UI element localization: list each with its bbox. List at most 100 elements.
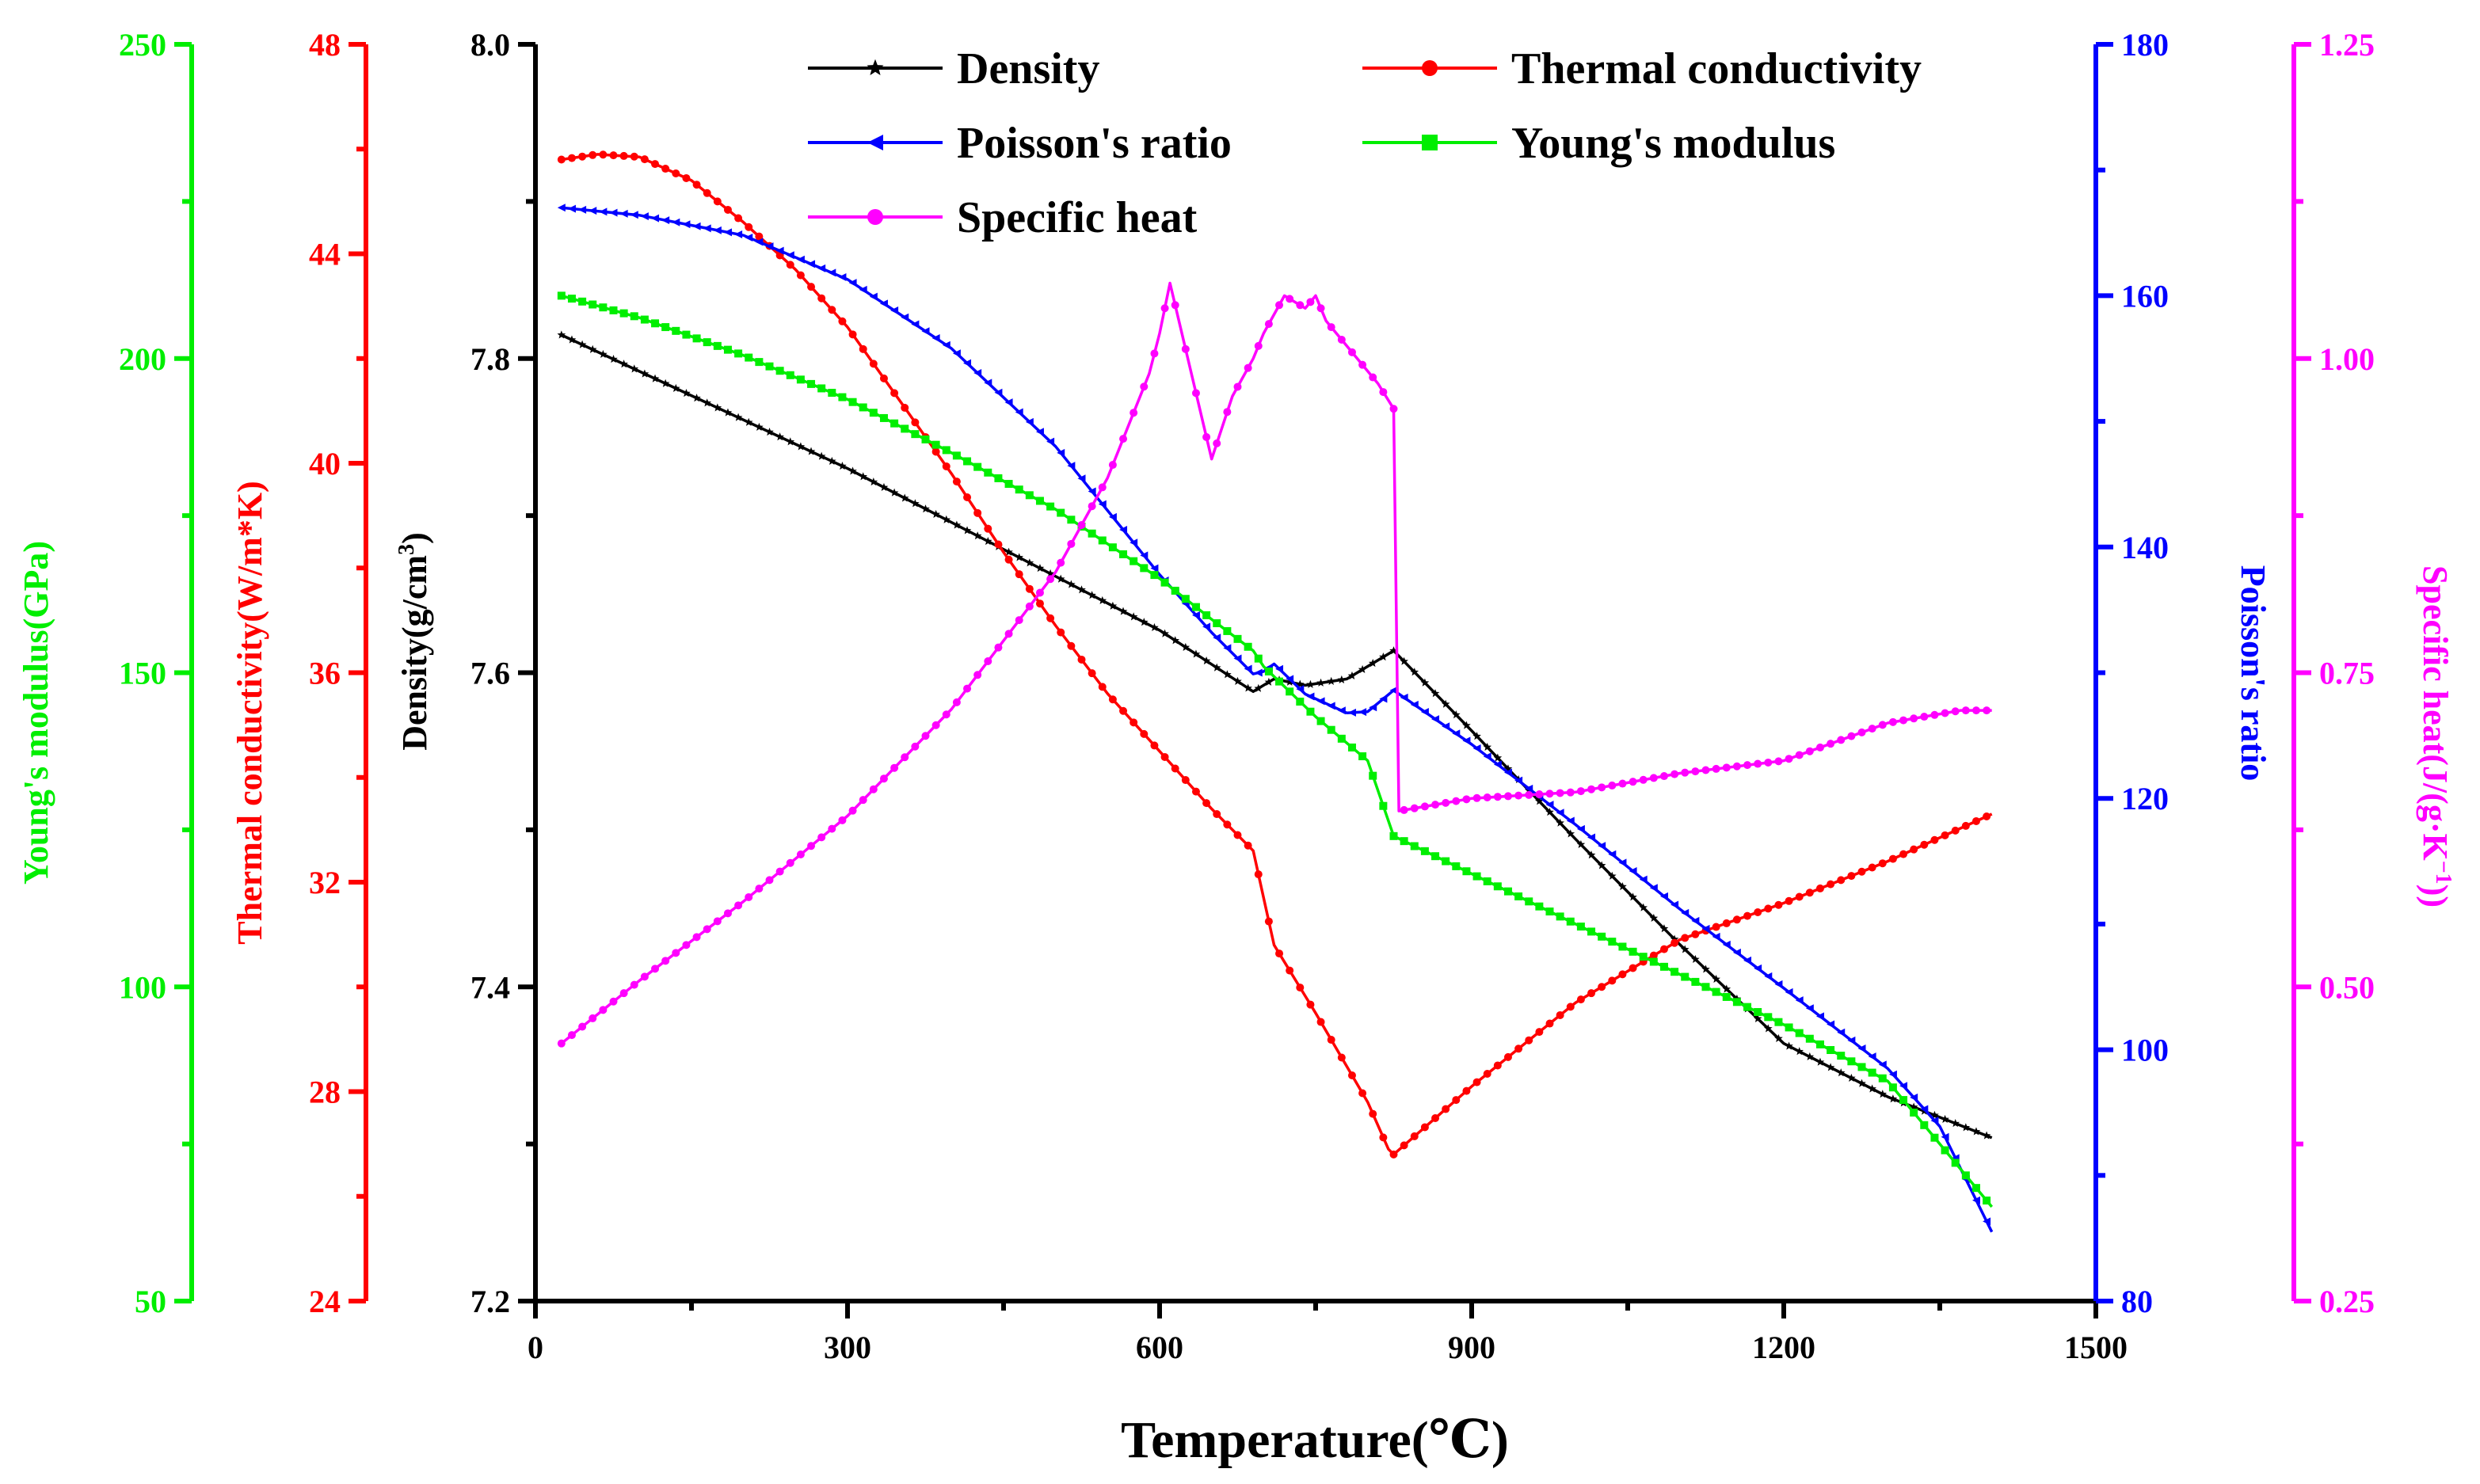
legend-label: Young's modulus [1511,119,1835,168]
data-point [1681,908,1690,917]
density-axis-label-sup: 3 [394,544,419,555]
legend-entry: Specific heat [808,193,1198,242]
data-point [1951,707,1960,716]
data-point [931,333,940,342]
data-point [963,684,972,693]
data-point [1878,1060,1887,1069]
data-point [1961,1171,1970,1180]
data-point [1888,1094,1898,1103]
data-point [682,330,691,339]
data-point [1233,676,1242,685]
data-point [1576,995,1585,1004]
data-point [755,232,764,241]
data-point [1130,409,1138,417]
data-point [578,205,587,214]
data-point [1983,1217,1991,1226]
series-line [561,294,1994,1208]
youngs-axis-label: Young's modulus(GPa) [17,541,55,885]
data-point [848,330,857,339]
data-point [828,306,836,314]
data-point [984,468,992,477]
data-point [869,409,878,417]
density-axis-label-close: ) [395,532,434,544]
x-tick-label: 600 [1136,1330,1183,1365]
data-point [1244,664,1252,673]
data-point [651,319,660,328]
data-point [1025,602,1034,611]
data-point [1046,502,1055,511]
data-point [952,478,961,486]
data-point [692,933,701,942]
data-point [1764,972,1773,980]
data-point [1608,938,1617,946]
data-point [1286,687,1294,696]
data-point [723,909,732,918]
data-point [557,291,566,300]
data-point [1795,751,1804,759]
data-point [703,224,711,233]
data-point [1358,1089,1367,1098]
data-point [796,442,806,451]
data-point [567,204,576,213]
data-point [1805,888,1814,897]
data-point [744,417,753,426]
data-point [1369,1109,1377,1118]
data-point [1160,304,1169,313]
data-point [1983,706,1991,715]
data-point [1098,483,1107,492]
data-point [1160,752,1169,761]
data-point [609,306,618,314]
data-point [911,742,920,751]
data-point [1410,700,1419,709]
data-point [1264,917,1273,926]
data-point [942,515,951,523]
data-point [1983,1197,1991,1205]
data-point [765,428,774,436]
data-point [734,230,743,238]
data-point [879,482,889,491]
data-point [599,150,608,159]
data-point [1431,852,1440,861]
data-point [1815,884,1824,892]
data-point [1837,1052,1846,1060]
data-point [1213,619,1221,628]
data-point [1191,611,1200,619]
data-point [890,763,899,772]
specific-tick-label: 0.50 [2319,969,2375,1005]
data-point [1472,793,1481,802]
data-point [1971,1196,1980,1204]
data-point [1202,656,1211,665]
data-point [1129,612,1138,621]
data-point [807,260,816,268]
data-point [1223,644,1232,653]
data-point [765,362,774,371]
data-point [1254,654,1263,663]
thermal-tick-label: 24 [309,1284,341,1319]
data-point [890,306,899,315]
data-point [1306,298,1315,306]
data-point [713,403,722,412]
y-axis-title-youngs: Young's modulus(GPa) [17,541,55,885]
data-point [807,842,816,850]
y-axis-title-thermal: Thermal conductivity(W/m*K) [230,481,269,944]
data-point [1493,882,1502,891]
data-point [1712,764,1720,773]
data-point [1681,934,1690,942]
data-point [1296,685,1305,694]
data-point [900,493,909,502]
data-point [1233,654,1242,663]
data-point [734,214,743,223]
data-point [1420,708,1429,717]
data-point [1275,677,1284,686]
data-point [1035,497,1044,505]
data-point [1659,924,1669,933]
data-point [1389,646,1398,655]
data-point [973,462,982,471]
data-point [1629,964,1637,972]
data-point [1556,809,1564,817]
data-point [1514,1045,1523,1053]
data-point [1244,841,1252,850]
data-point [1316,1018,1325,1026]
data-point [1452,1096,1461,1105]
poisson-tick-label: 160 [2121,278,2169,314]
